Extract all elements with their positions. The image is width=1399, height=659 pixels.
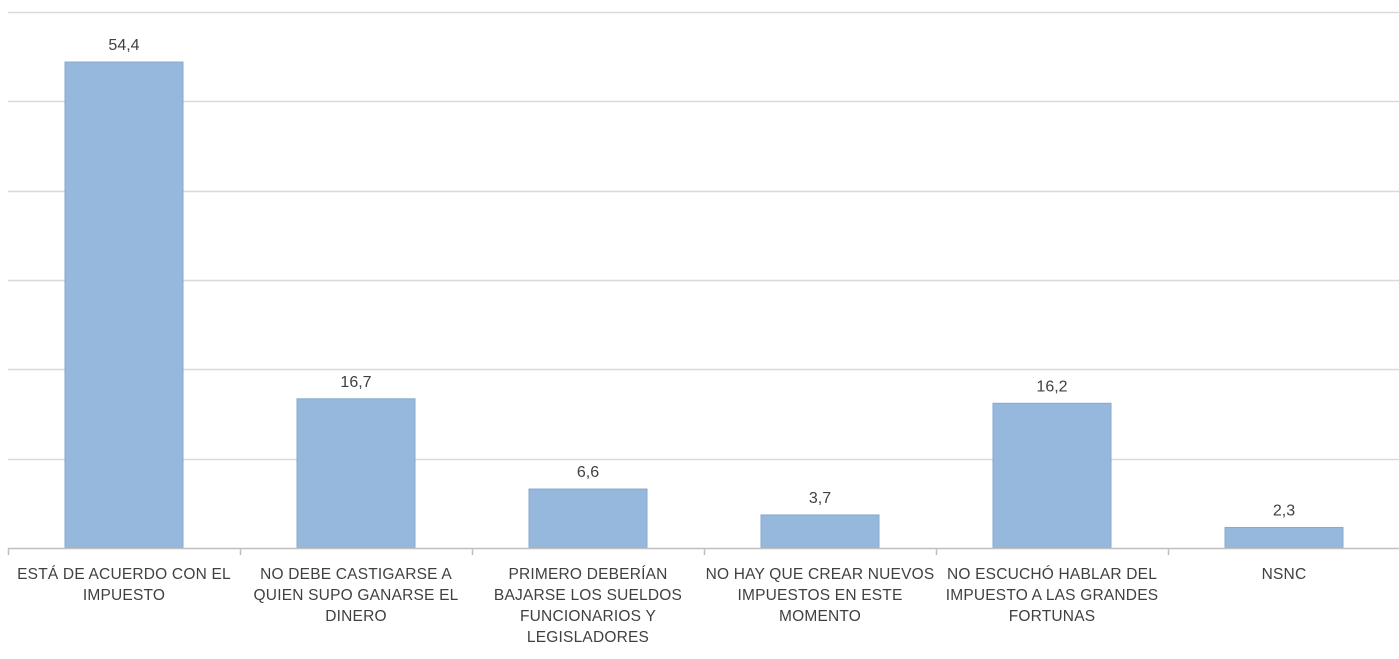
data-label: 2,3	[1273, 502, 1295, 519]
data-label: 6,6	[577, 464, 599, 481]
bars	[64, 61, 1344, 549]
gridlines	[8, 11, 1399, 461]
data-label: 16,2	[1036, 378, 1067, 395]
data-label: 54,4	[108, 37, 139, 54]
x-tick-label: NO ESCUCHÓ HABLAR DEL IMPUESTO A LAS GRA…	[945, 566, 1159, 625]
bar	[296, 398, 416, 549]
data-label: 3,7	[809, 490, 831, 507]
x-tick-label: ESTÁ DE ACUERDO CON EL IMPUESTO	[17, 566, 231, 604]
x-tick-label: PRIMERO DEBERÍAN BAJARSE LOS SUELDOS FUN…	[493, 566, 683, 646]
x-tick-label: NSNC	[1261, 566, 1307, 583]
bar	[760, 514, 880, 549]
x-axis	[7, 547, 1399, 555]
bar	[992, 402, 1112, 549]
bar	[1224, 526, 1344, 549]
x-tick-label: NO DEBE CASTIGARSE A QUIEN SUPO GANARSE …	[253, 566, 459, 625]
data-label: 16,7	[340, 374, 371, 391]
value-labels: 54,4 16,7 6,6 3,7 16,2 2,3	[108, 37, 1295, 519]
x-tick-label: NO HAY QUE CREAR NUEVOS IMPUESTOS EN EST…	[705, 566, 935, 625]
bar	[528, 488, 648, 549]
bar	[64, 61, 184, 549]
